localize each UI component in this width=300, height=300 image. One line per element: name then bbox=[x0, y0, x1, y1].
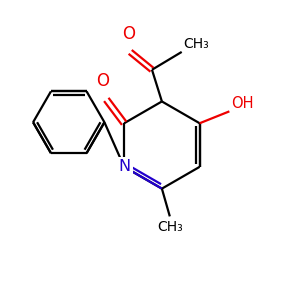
Text: CH₃: CH₃ bbox=[157, 220, 183, 234]
Text: CH₃: CH₃ bbox=[184, 37, 209, 51]
Text: OH: OH bbox=[231, 96, 254, 111]
Text: N: N bbox=[118, 159, 130, 174]
Text: O: O bbox=[122, 25, 135, 43]
Text: O: O bbox=[96, 72, 109, 90]
